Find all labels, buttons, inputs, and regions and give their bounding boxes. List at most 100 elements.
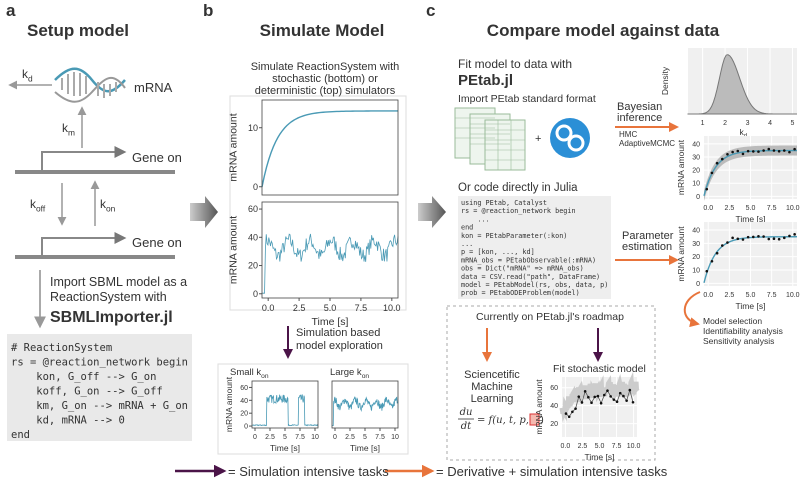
data-point bbox=[741, 152, 745, 156]
x-tick-label: 5 bbox=[791, 120, 795, 127]
curve bbox=[261, 110, 399, 188]
arrow-label: Bayesian bbox=[617, 101, 662, 113]
density-area bbox=[688, 54, 797, 115]
x-axis-label: Time [s] bbox=[736, 301, 766, 311]
data-point bbox=[715, 251, 719, 255]
y-tick-label: 40 bbox=[692, 141, 700, 148]
gene-top bbox=[15, 146, 175, 174]
data-point bbox=[726, 152, 729, 156]
data-point bbox=[767, 237, 771, 241]
x-tick-label: 2.5 bbox=[578, 443, 588, 450]
panel-title: Setup model bbox=[27, 21, 129, 40]
plot-title-sub: on bbox=[362, 373, 370, 380]
x-axis-label: Time [s] bbox=[736, 214, 766, 224]
data-point bbox=[583, 390, 587, 393]
x-tick-label: 0.0 bbox=[703, 292, 713, 299]
code-line: ... bbox=[461, 215, 490, 223]
code-box bbox=[7, 334, 192, 441]
y-tick-label: 30 bbox=[692, 154, 700, 161]
package-name: PEtab.jl bbox=[458, 72, 513, 89]
description: Simulate ReactionSystem with bbox=[251, 61, 400, 73]
x-tick-label: 5 bbox=[283, 434, 287, 441]
data-point bbox=[762, 235, 765, 238]
panel-label: b bbox=[203, 1, 213, 20]
data-point bbox=[567, 415, 571, 419]
gene-label: Gene on bbox=[132, 150, 182, 165]
x-axis-label: Time [s] bbox=[350, 443, 380, 453]
nn-box bbox=[529, 413, 540, 426]
panel-title: Simulate Model bbox=[260, 21, 385, 40]
y-tick-label: 30 bbox=[692, 241, 700, 248]
data-point bbox=[596, 394, 600, 398]
data-point bbox=[710, 171, 714, 175]
data-point bbox=[726, 241, 729, 244]
data-point bbox=[767, 147, 771, 151]
data-point bbox=[736, 149, 740, 153]
plot-title: Fit stochastic model bbox=[553, 363, 646, 375]
panel-label: a bbox=[6, 1, 16, 20]
data-point bbox=[593, 395, 597, 399]
x-axis-label: Time [s] bbox=[585, 452, 615, 462]
legend-label: = Simulation intensive tasks bbox=[228, 464, 389, 479]
y-tick-label: 40 bbox=[692, 227, 700, 234]
rate-label-base: k bbox=[62, 121, 69, 135]
equation: du bbox=[460, 407, 473, 418]
x-tick-label: 0.0 bbox=[262, 303, 275, 313]
x-tick-label: 10.0 bbox=[383, 303, 401, 313]
roadmap-title: Currently on PEtab.jl's roadmap bbox=[476, 311, 624, 323]
y-tick-label: 0 bbox=[253, 182, 258, 192]
petab-tables bbox=[454, 107, 526, 171]
arrow-label: HMC bbox=[619, 130, 637, 139]
rate-label: kd bbox=[22, 67, 33, 84]
sciml-label: Learning bbox=[471, 393, 514, 405]
data-point bbox=[757, 150, 760, 153]
y-tick-label: 20 bbox=[248, 261, 258, 271]
data-point bbox=[625, 399, 628, 402]
y-axis-label: mRNA amount bbox=[676, 226, 686, 282]
plot-panel bbox=[217, 363, 409, 455]
code-line: mRNA_obs = PEtabObservable(:mRNA) bbox=[461, 256, 596, 264]
data-point bbox=[772, 237, 776, 240]
x-tick-label: 0.0 bbox=[703, 205, 713, 212]
data-point bbox=[751, 235, 755, 239]
equation: = f(u, t, p, bbox=[477, 415, 532, 426]
data-point bbox=[631, 400, 635, 404]
ribbon bbox=[559, 371, 640, 423]
code-line: model = PEtabModel(rs, obs, data, p) bbox=[461, 281, 608, 289]
x-tick-label: 5.0 bbox=[746, 292, 756, 299]
data-point bbox=[788, 150, 791, 154]
data-point bbox=[751, 150, 755, 153]
species-label: mRNA bbox=[134, 80, 173, 95]
data-point bbox=[612, 398, 616, 401]
legend-label: = Derivative + simulation intensive task… bbox=[436, 464, 668, 479]
code-line: end bbox=[11, 429, 30, 441]
code-line: rs = @reaction_network begin bbox=[11, 357, 188, 369]
code-line: # ReactionSystem bbox=[11, 342, 112, 354]
data-point bbox=[618, 391, 622, 395]
plot-title: Small kon bbox=[230, 367, 269, 380]
package-name: SBMLImporter.jl bbox=[50, 309, 173, 326]
rate-label-base: k bbox=[22, 67, 29, 81]
data-point bbox=[782, 149, 786, 152]
code-line: data = CSV.read("path", DataFrame) bbox=[461, 273, 600, 281]
x-tick-label: 2.5 bbox=[265, 434, 275, 441]
description: Or code directly in Julia bbox=[458, 182, 578, 194]
y-tick-label: 10 bbox=[692, 267, 700, 274]
data-point bbox=[762, 149, 765, 152]
x-tick-label: 5.0 bbox=[324, 303, 337, 313]
equation: ) bbox=[540, 415, 544, 426]
y-tick-label: 20 bbox=[550, 421, 558, 428]
data-point bbox=[736, 237, 740, 241]
data-point bbox=[574, 407, 577, 410]
rate-label-sub: m bbox=[68, 128, 75, 138]
data-point bbox=[599, 401, 603, 405]
description: model exploration bbox=[296, 340, 383, 352]
description: stochastic (bottom) or bbox=[272, 73, 378, 85]
data-point bbox=[628, 388, 632, 392]
rate-label-sub: d bbox=[28, 74, 33, 84]
curve bbox=[703, 149, 798, 197]
y-axis-label: mRNA amount bbox=[228, 113, 240, 181]
code-line: kon = PEtabParameter(:kon) bbox=[461, 232, 567, 240]
plot-panel bbox=[229, 95, 407, 311]
